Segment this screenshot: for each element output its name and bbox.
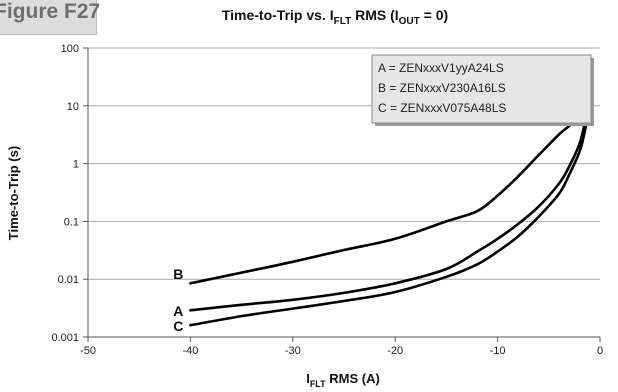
x-axis-title: IFLT RMS (A)	[306, 371, 380, 389]
axes	[83, 47, 601, 342]
y-tick-label: 0.01	[58, 274, 79, 286]
x-tick-label: -10	[490, 345, 506, 357]
title-part-pre-sub: FLT	[334, 16, 352, 27]
y-tick-label: 1	[73, 159, 79, 171]
series-line-a	[189, 87, 592, 312]
y-tick-label: 10	[67, 101, 79, 113]
x-axis-title-sub: FLT	[310, 379, 326, 389]
y-tick-label: 0.001	[51, 332, 79, 344]
legend-entry: B = ZENxxxV230A16LS	[378, 81, 506, 95]
title-part-post: = 0)	[420, 7, 448, 23]
title-part-mid-sub: OUT	[399, 16, 420, 27]
series-label-b: B	[173, 266, 183, 282]
figure-label: Figure F27	[0, 0, 101, 23]
series-labels: A B C	[173, 266, 183, 334]
title-part-pre: Time-to-Trip vs. I	[222, 7, 334, 23]
series-label-c: C	[173, 318, 183, 334]
legend-entry: C = ZENxxxV075A48LS	[378, 101, 506, 115]
x-axis-title-rest: RMS (A)	[326, 371, 380, 386]
y-axis-title: Time-to-Trip (s)	[6, 146, 21, 240]
series-label-a: A	[173, 303, 183, 319]
x-tick-label: -30	[285, 345, 301, 357]
x-axis-title-main: I	[306, 371, 310, 386]
x-tick-label: -40	[182, 345, 198, 357]
tick-labels: 0.001 0.01 0.1 1 10 100 -50 -40 -30 -20 -10 0	[51, 43, 603, 357]
series-line-c	[189, 104, 592, 327]
legend: A = ZENxxxV1yyA24LS B = ZENxxxV230A16LS C …	[371, 54, 594, 126]
y-tick-label: 100	[61, 43, 79, 55]
legend-box	[371, 54, 592, 124]
chart-title: Time-to-Trip vs. IFLT RMS (IOUT = 0)	[222, 7, 448, 27]
x-tick-label: -20	[387, 345, 403, 357]
x-tick-label: -50	[80, 345, 96, 357]
x-tick-label: 0	[597, 345, 603, 357]
legend-entry: A = ZENxxxV1yyA24LS	[378, 61, 504, 75]
figure-tab: Figure F27	[0, 0, 101, 35]
y-tick-label: 0.1	[64, 216, 79, 228]
title-part-mid: RMS (I	[351, 7, 398, 23]
